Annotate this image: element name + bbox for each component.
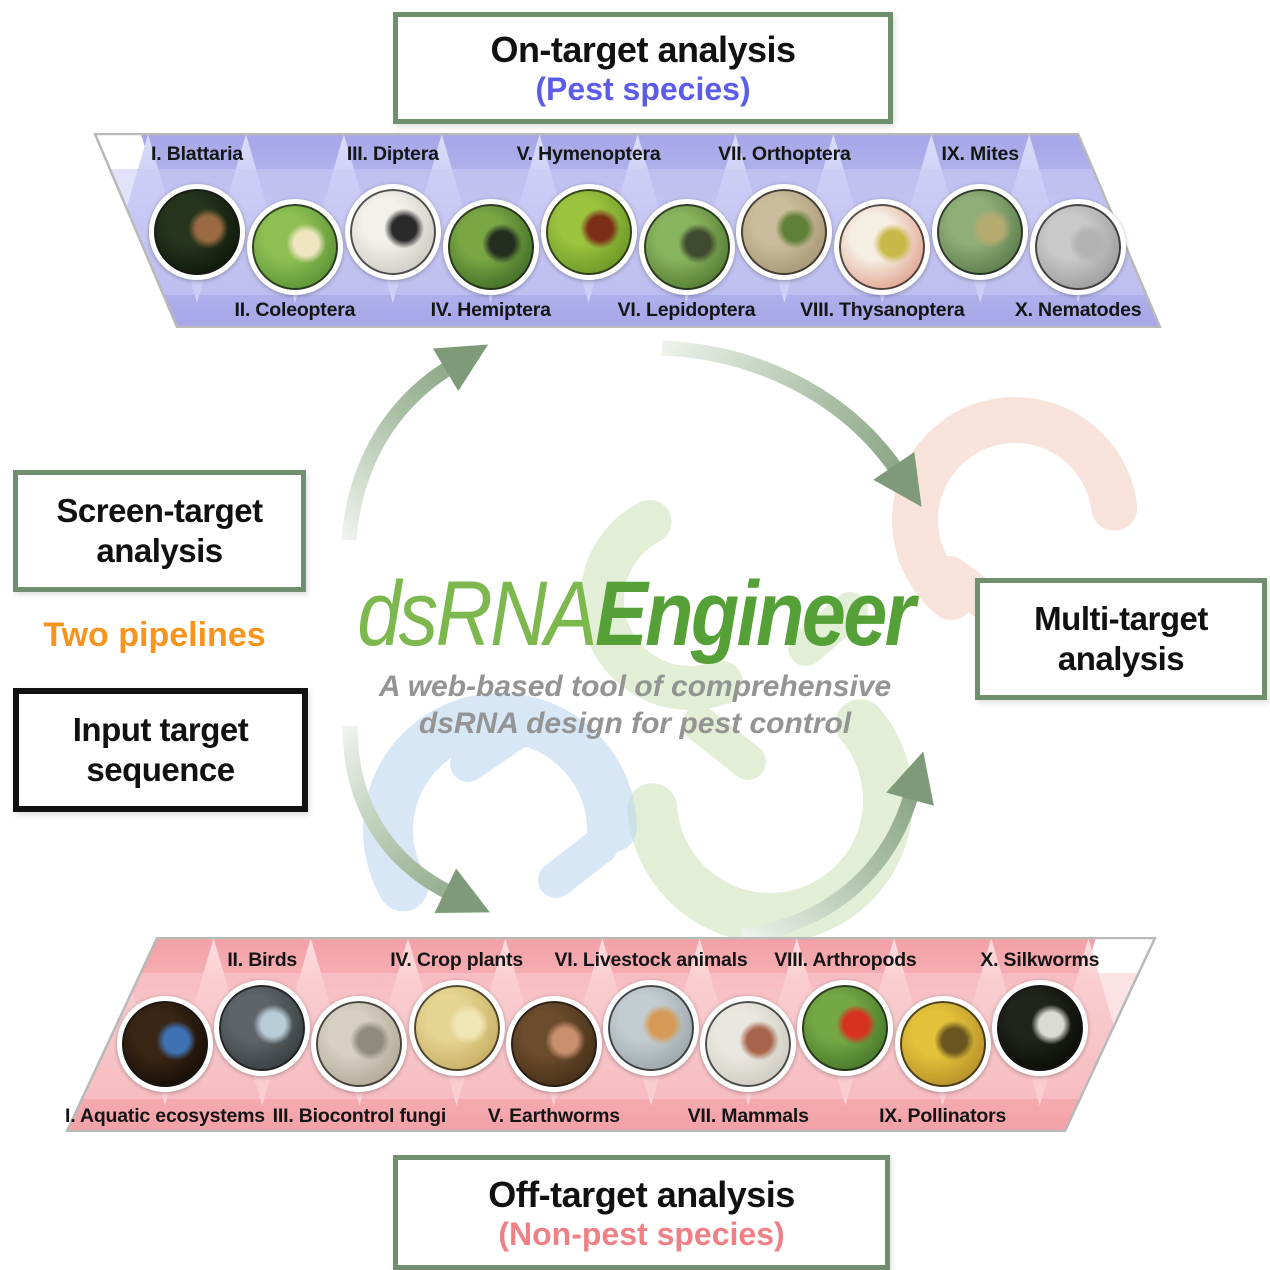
strip-label: IX. Mites [941, 143, 1020, 165]
nuthatch-bird-photo [214, 980, 311, 1076]
non-pest-species-subtitle: (Non-pest species) [498, 1215, 785, 1252]
non-pest-species-strip: I. Aquatic ecosystems II. Birds III. Bioco… [0, 937, 1270, 1132]
strip-label: V. Hymenoptera [516, 143, 661, 165]
input-target-sequence-box: Input target sequence [13, 688, 308, 812]
strip-label: IX. Pollinators [879, 1105, 1007, 1127]
strip-label: I. Blattaria [151, 143, 243, 165]
strip-label: IV. Crop plants [390, 949, 523, 971]
pest-species-subtitle: (Pest species) [535, 71, 751, 108]
strip-label: III. Biocontrol fungi [272, 1105, 447, 1127]
on-target-analysis-box: On-target analysis (Pest species) [393, 12, 893, 124]
strip-label: VI. Livestock animals [554, 949, 748, 971]
strip-label: VIII. Thysanoptera [800, 299, 965, 321]
strip-label: X. Silkworms [980, 949, 1100, 971]
on-target-title: On-target analysis [490, 29, 796, 70]
mite-photo [932, 184, 1029, 280]
strip-label: II. Birds [227, 949, 298, 971]
ant-photo [540, 184, 637, 280]
wordmark-dsrna: dsRNA [357, 563, 597, 665]
wheat-photo [408, 980, 505, 1076]
dsrnaengineer-wordmark: dsRNAEngineer [0, 562, 1270, 667]
screen-target-label: Screen-target analysis [56, 492, 263, 569]
zebrafish-photo [117, 996, 213, 1092]
subtitle-line-2: dsRNA design for pest control [418, 707, 852, 740]
earthworm-photo [505, 996, 602, 1092]
strip-label: VII. Mammals [687, 1105, 809, 1127]
strip-label: VII. Orthoptera [718, 143, 851, 165]
pest-species-strip: I. Blattaria II. Coleoptera III. Diptera IV… [0, 133, 1270, 328]
chickens-photo [603, 980, 699, 1076]
ladybug-photo [797, 980, 894, 1076]
screen-target-analysis-box: Screen-target analysis [13, 470, 306, 592]
human-face-photo [700, 996, 797, 1092]
cockroach-photo [149, 184, 245, 280]
flow-arrow-top-left [341, 344, 489, 541]
input-target-label: Input target sequence [72, 711, 249, 788]
aphids-photo [442, 199, 539, 295]
strip-label: I. Aquatic ecosystems [65, 1105, 265, 1127]
strip-label: X. Nematodes [1014, 299, 1142, 321]
grasshopper-photo [736, 184, 833, 280]
strip-label: III. Diptera [346, 143, 439, 165]
silkworm-photo [991, 980, 1088, 1076]
multi-target-label: Multi-target analysis [1034, 600, 1208, 677]
strip-label: VI. Lepidoptera [617, 299, 756, 321]
fly-photo [344, 184, 441, 280]
wordmark-subtitle: A web-based tool of comprehensive dsRNA … [0, 668, 1270, 742]
fungus-photo [311, 996, 408, 1092]
nematode-photo [1030, 199, 1127, 295]
two-pipelines-label: Two pipelines [43, 616, 266, 654]
strip-label: IV. Hemiptera [430, 299, 551, 321]
helix-motif-blue [363, 692, 638, 967]
strip-label: VIII. Arthropods [774, 949, 917, 971]
potato-beetle-photo [246, 199, 343, 295]
flow-arrow-bottom-right [740, 751, 934, 944]
off-target-analysis-box: Off-target analysis (Non-pest species) [393, 1155, 890, 1270]
caterpillar-photo [638, 199, 735, 295]
strip-label: V. Earthworms [487, 1105, 620, 1127]
flow-arrow-top-right [661, 340, 922, 507]
flow-arrow-bottom-left [342, 725, 490, 914]
multi-target-analysis-box: Multi-target analysis [975, 578, 1267, 700]
off-target-title: Off-target analysis [488, 1173, 795, 1215]
subtitle-line-1: A web-based tool of comprehensive [378, 670, 892, 703]
thrips-flower-photo [834, 199, 931, 295]
strip-label: II. Coleoptera [234, 299, 356, 321]
bees-photo [894, 996, 991, 1092]
wordmark-engineer: Engineer [594, 563, 915, 665]
